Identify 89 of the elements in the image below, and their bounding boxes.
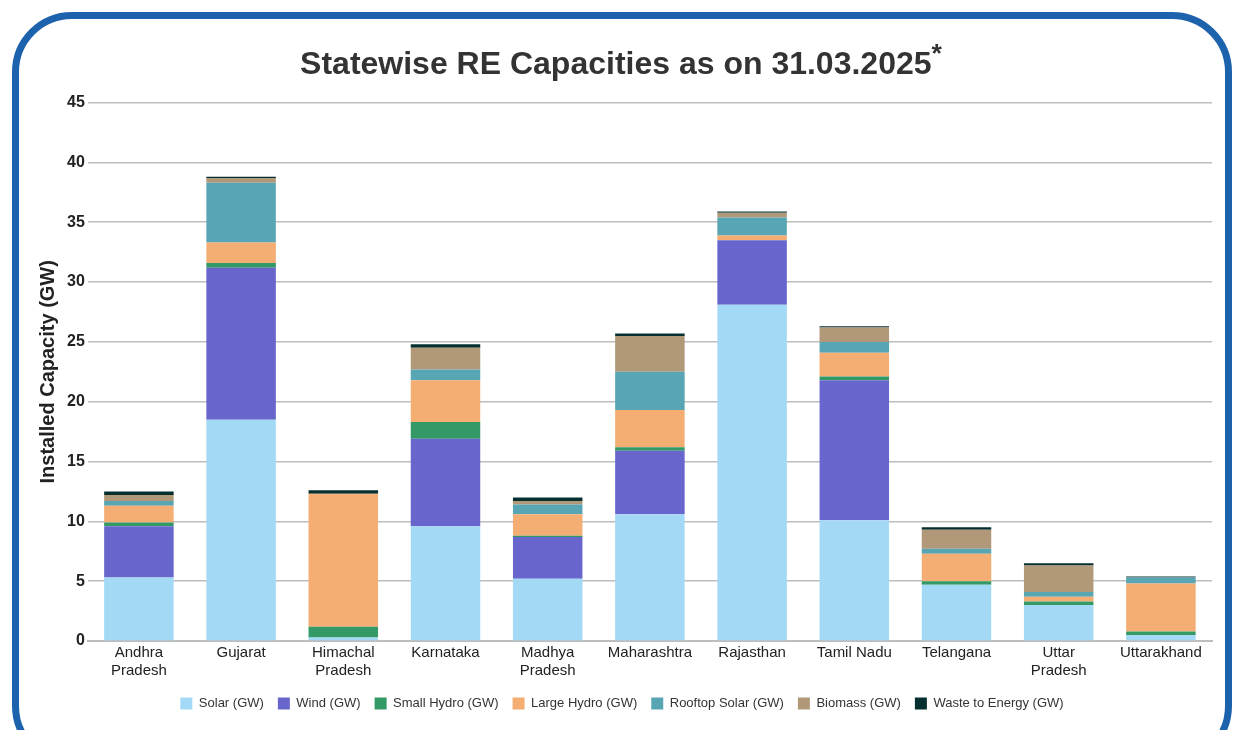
y-tick-label: 20: [67, 392, 85, 410]
x-tick-label: Himachal Pradesh: [312, 643, 375, 679]
bar: [206, 262, 276, 268]
x-tick-label: Andhra Pradesh: [110, 643, 167, 679]
x-tick-label: Uttarakhand: [1120, 643, 1202, 661]
bar: [104, 495, 174, 502]
bar: [206, 267, 276, 420]
bar: [717, 235, 787, 241]
y-tick-label: 15: [67, 451, 85, 469]
y-tick-label: 25: [67, 332, 85, 350]
y-tick-label: 10: [67, 511, 85, 529]
bar: [921, 527, 992, 530]
y-tick-label: 0: [75, 631, 85, 649]
bar: [410, 344, 481, 348]
bar: [206, 182, 276, 243]
x-tick-label: Telangana: [921, 643, 992, 661]
bar: [1126, 635, 1196, 641]
bar: [1023, 596, 1094, 602]
bar: [512, 504, 583, 515]
bar: [308, 490, 379, 494]
bar: [921, 529, 992, 549]
legend-label: Biomass (GW): [816, 695, 901, 711]
bar: [921, 553, 992, 582]
legend-label: Waste to Energy (GW): [933, 695, 1064, 711]
bar: [819, 352, 890, 377]
bar: [410, 380, 481, 423]
bar: [308, 493, 379, 627]
bar: [512, 514, 583, 536]
bar: [615, 410, 685, 448]
bar: [512, 501, 583, 505]
bar: [104, 577, 174, 641]
bar: [206, 177, 276, 183]
bar: [615, 335, 685, 372]
x-tick-label: Uttar Pradesh: [1030, 643, 1087, 679]
x-tick-label: Rajasthan: [718, 643, 786, 661]
bar: [819, 520, 890, 641]
legend-label: Rooftop Solar (GW): [669, 695, 784, 711]
bar: [512, 536, 583, 579]
bar: [104, 526, 174, 578]
bar: [1023, 591, 1094, 597]
bar: [819, 327, 890, 342]
y-axis-title: Installed Capacity (GW): [35, 260, 58, 484]
bar: [512, 578, 583, 641]
y-tick-label: 35: [67, 212, 85, 230]
bar: [410, 369, 481, 381]
bar: [206, 419, 276, 641]
bar: [1023, 565, 1094, 592]
bar: [308, 637, 379, 641]
y-tick-label: 30: [67, 272, 85, 290]
x-tick-label: Karnataka: [411, 643, 481, 661]
bar: [206, 242, 276, 263]
bar: [1023, 563, 1094, 566]
legend-label: Solar (GW): [198, 695, 264, 711]
bar: [1126, 577, 1196, 584]
bar: [308, 626, 379, 638]
bar: [410, 347, 481, 370]
bar: [104, 491, 174, 496]
x-tick-label: Tamil Nadu: [816, 643, 892, 661]
bar: [1126, 583, 1196, 632]
x-tick-label: Maharashtra: [607, 643, 693, 661]
bar: [104, 505, 174, 523]
y-tick-label: 45: [67, 93, 85, 111]
x-tick-label: Gujarat: [216, 643, 267, 661]
bar: [410, 526, 481, 641]
bar: [410, 422, 481, 439]
chart-title: Statewise RE Capacities as on 31.03.2025$^{*}$: [299, 38, 943, 82]
bar: [615, 450, 685, 515]
bar: [921, 581, 992, 585]
bar: [1126, 631, 1196, 636]
bar: [717, 304, 787, 641]
legend-label: Wind (GW): [296, 695, 361, 711]
bar: [104, 501, 174, 506]
x-tick-label: Madhya Pradesh: [519, 643, 576, 679]
bar: [512, 497, 583, 502]
bar: [615, 447, 685, 451]
bar: [921, 548, 992, 554]
bar: [717, 240, 787, 305]
bar: [819, 380, 890, 521]
y-tick-label: 5: [75, 571, 85, 589]
bar: [1023, 605, 1094, 641]
y-tick-label: 40: [67, 152, 85, 170]
bar: [717, 217, 787, 236]
bar: [921, 584, 992, 641]
bar: [819, 341, 890, 353]
bar: [410, 438, 481, 527]
bar: [615, 371, 685, 411]
legend-label: Small Hydro (GW): [393, 695, 499, 711]
bar: [615, 514, 685, 641]
legend-label: Large Hydro (GW): [531, 695, 638, 711]
